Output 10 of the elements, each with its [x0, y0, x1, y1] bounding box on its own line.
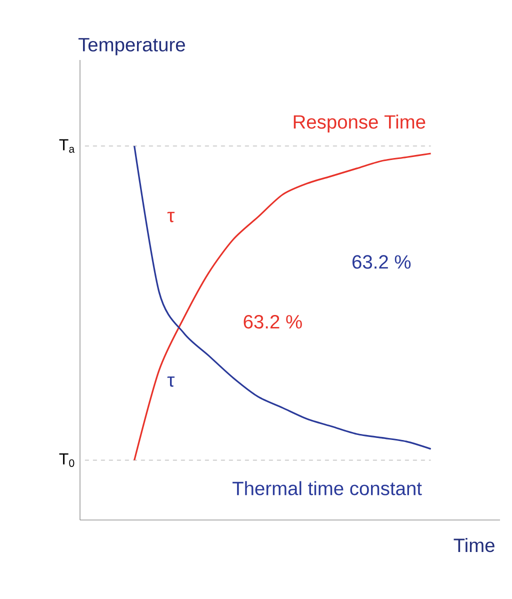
annotation: τ [167, 376, 175, 387]
y-axis-title: Temperature [78, 38, 185, 56]
series-label: Thermal time constant [232, 481, 422, 496]
annotation: 63.2 % [352, 255, 411, 269]
series-label: Response Time [294, 114, 426, 133]
x-axis-title: Time [454, 538, 494, 552]
ref-line-label: T$_{a}$ [59, 139, 75, 153]
annotation: τ [167, 212, 175, 222]
annotation: 63.2 % [244, 314, 302, 329]
ref-line-label: T$_{0}$ [59, 453, 74, 467]
